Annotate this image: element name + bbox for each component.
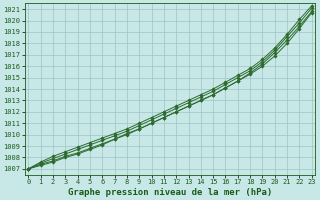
X-axis label: Graphe pression niveau de la mer (hPa): Graphe pression niveau de la mer (hPa)	[68, 188, 272, 197]
